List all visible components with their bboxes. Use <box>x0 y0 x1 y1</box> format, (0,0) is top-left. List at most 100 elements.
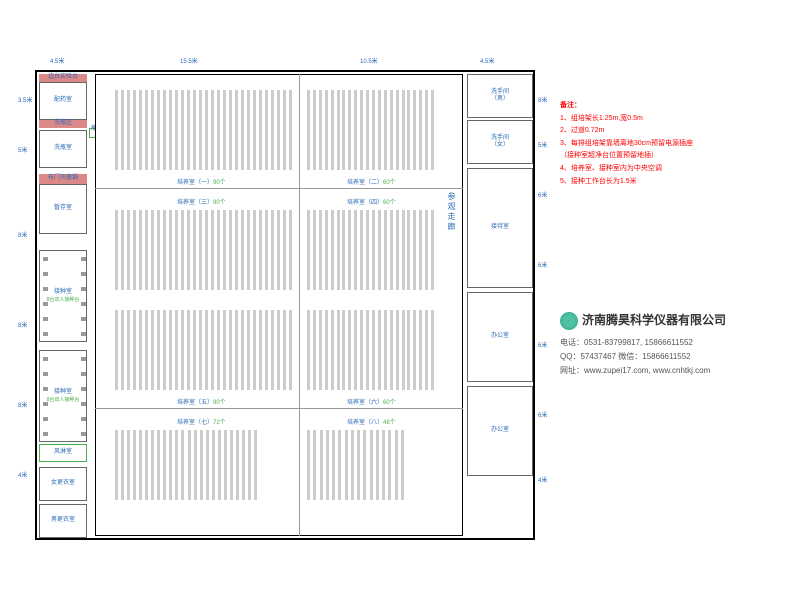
rack <box>378 90 381 170</box>
rack <box>348 210 351 290</box>
seat <box>43 332 48 336</box>
rack <box>247 210 250 290</box>
rack <box>187 210 190 290</box>
rack <box>289 210 292 290</box>
rack <box>396 310 399 390</box>
seat <box>81 402 86 406</box>
rack <box>331 210 334 290</box>
rack <box>127 210 130 290</box>
rack <box>384 90 387 170</box>
dimension-label: 10.5米 <box>360 56 378 65</box>
rack <box>342 90 345 170</box>
hall-divider-h1 <box>95 188 463 189</box>
rack <box>366 90 369 170</box>
rack <box>247 90 250 170</box>
rack <box>223 210 226 290</box>
dimension-label: 8米 <box>538 95 547 104</box>
company-block: 济南腾昊科学仪器有限公司 电话：0531-83799817, 158666115… <box>560 310 726 377</box>
rack <box>378 210 381 290</box>
rack <box>407 90 410 170</box>
rack <box>313 90 316 170</box>
culture-room-label: 培养室（三）90个 <box>177 197 226 206</box>
rack <box>133 430 136 500</box>
rack <box>357 430 360 500</box>
seat <box>81 287 86 291</box>
r_jiedai: 接待室 <box>467 168 533 288</box>
rack <box>200 430 203 500</box>
rack <box>205 310 208 390</box>
seat <box>81 387 86 391</box>
rack <box>395 430 398 500</box>
rack <box>181 430 184 500</box>
rack <box>121 90 124 170</box>
rack <box>331 310 334 390</box>
rack <box>366 210 369 290</box>
rack <box>193 90 196 170</box>
rack <box>187 90 190 170</box>
rack <box>175 310 178 390</box>
r_peiliao: 配药室 <box>39 82 87 120</box>
rack <box>199 210 202 290</box>
rack <box>419 210 422 290</box>
rack <box>413 90 416 170</box>
rack <box>163 430 166 500</box>
rack <box>175 90 178 170</box>
rack <box>283 310 286 390</box>
rack <box>431 310 434 390</box>
rack <box>151 430 154 500</box>
rack <box>326 430 329 500</box>
r_jiezhong2: 接种室8台双人接种台 <box>39 350 87 442</box>
dimension-label: 8米 <box>18 400 27 409</box>
rack <box>402 210 405 290</box>
rack <box>217 310 220 390</box>
rack <box>401 430 404 500</box>
dimension-label: 3.5米 <box>18 95 32 104</box>
rack <box>115 310 118 390</box>
r_office2: 办公室 <box>467 386 533 476</box>
seat <box>43 432 48 436</box>
rack <box>289 90 292 170</box>
rack <box>253 310 256 390</box>
rack <box>145 90 148 170</box>
rack <box>354 210 357 290</box>
rack <box>390 210 393 290</box>
rack <box>199 310 202 390</box>
rack <box>307 210 310 290</box>
rack <box>390 90 393 170</box>
rack <box>217 90 220 170</box>
rack <box>121 210 124 290</box>
rack <box>223 310 226 390</box>
rack <box>151 210 154 290</box>
company-name: 济南腾昊科学仪器有限公司 <box>560 310 726 330</box>
rack <box>431 90 434 170</box>
seat <box>43 257 48 261</box>
rack <box>332 430 335 500</box>
rack <box>121 430 124 500</box>
rack <box>242 430 245 500</box>
logo-icon <box>560 312 578 330</box>
rack <box>169 210 172 290</box>
rack <box>175 430 178 500</box>
rack <box>145 310 148 390</box>
rack <box>157 430 160 500</box>
r_male: 男更衣室 <box>39 504 87 538</box>
rack <box>133 310 136 390</box>
rack <box>181 90 184 170</box>
rack <box>348 90 351 170</box>
rack <box>163 90 166 170</box>
rack <box>382 430 385 500</box>
dimension-label: 4.5米 <box>480 56 494 65</box>
note-item: 3、每排组培架靠墙离地30cm预留电源插座 <box>560 138 693 151</box>
rack <box>407 210 410 290</box>
rack <box>139 210 142 290</box>
rack <box>139 90 142 170</box>
dimension-label: 6米 <box>538 190 547 199</box>
rack <box>360 210 363 290</box>
rack <box>224 430 227 500</box>
culture-room-label: 培养室（二）60个 <box>347 177 396 186</box>
note-item: 1、组培架长1.25m,宽0.5m <box>560 113 693 126</box>
notes-header: 备注： <box>560 100 693 113</box>
company-qq: QQ：57437467 微信：15866611552 <box>560 350 726 364</box>
seat <box>43 417 48 421</box>
rack <box>199 90 202 170</box>
